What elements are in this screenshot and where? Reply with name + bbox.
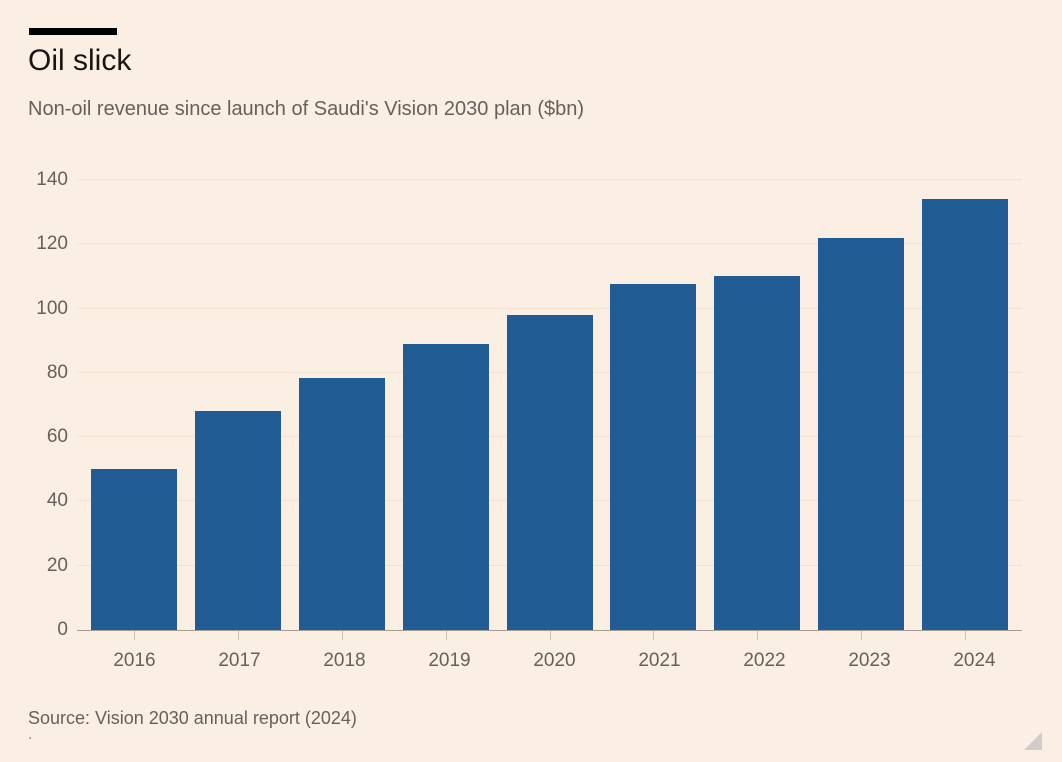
bar-cell-2017 [186,180,290,640]
x-axis-tick-2020 [549,631,551,640]
chart-subtitle: Non-oil revenue since launch of Saudi's … [28,98,585,120]
x-axis-label-2016: 2016 [113,650,156,671]
bar-2018 [298,377,385,630]
bar-cell-2018 [290,180,394,640]
bar-series [77,180,1022,640]
x-axis-label-2022: 2022 [743,650,786,671]
y-axis-label-120: 120 [36,233,68,255]
x-axis-label-2020: 2020 [533,650,576,671]
chart-title: Oil slick [28,44,132,77]
bar-2021 [610,284,697,630]
kicker-rule [29,28,117,35]
bar-2023 [818,237,905,630]
bar-cell-2020 [498,180,602,640]
bar-cell-2022 [705,180,809,640]
gridline-100 [77,307,1022,309]
bar-2019 [402,343,489,630]
bar-2020 [506,315,593,630]
x-axis-label-2024: 2024 [953,650,996,671]
x-axis-tick-2024 [965,631,967,640]
x-axis-tick-2023 [861,631,863,640]
x-axis-tick-2021 [653,631,655,640]
bar-cell-2019 [394,180,498,640]
y-axis-label-100: 100 [36,297,68,319]
gridline-140 [77,179,1022,180]
y-axis-label-140: 140 [36,169,68,190]
x-axis-tick-2019 [445,631,447,640]
x-axis-label-2017: 2017 [218,650,261,671]
plot-area [77,179,1022,640]
y-axis-label-20: 20 [46,554,68,576]
bar-2022 [714,276,801,630]
x-axis-labels: 2016 2017 2018 2019 2020 2021 2022 2023 2024 [77,650,1032,672]
bar-cell-2023 [809,180,913,640]
x-axis-tick-2022 [757,631,759,640]
bar-2017 [194,411,281,630]
x-axis-label-2023: 2023 [848,650,891,671]
x-axis-tick-2016 [133,631,135,640]
bar-cell-2024 [913,180,1017,640]
y-axis-label-80: 80 [46,361,68,383]
x-axis-label-2019: 2019 [428,650,471,671]
source-note: Source: Vision 2030 annual report (2024) [28,708,357,728]
resize-handle-icon[interactable] [1024,732,1042,750]
stray-period-mark: . [28,726,33,743]
bar-cell-2016 [82,180,186,640]
bar-2024 [922,199,1009,630]
x-axis-label-2021: 2021 [638,650,681,671]
x-axis-tick-2017 [237,631,239,640]
x-axis-label-2018: 2018 [323,650,366,671]
x-axis-tick-2018 [341,631,343,640]
y-axis-label-0: 0 [57,619,68,640]
bar-cell-2021 [601,180,705,640]
y-axis-label-60: 60 [46,426,68,448]
gridline-120 [77,243,1022,245]
bar-2016 [90,469,177,630]
y-axis-label-40: 40 [46,490,68,512]
